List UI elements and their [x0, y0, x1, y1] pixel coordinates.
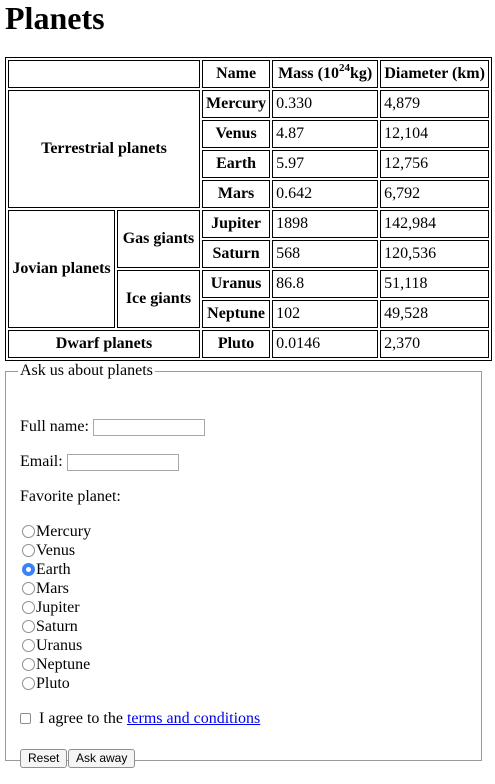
empty-header-cell [8, 60, 200, 88]
planet-name: Mars [202, 180, 271, 208]
radio-option-pluto[interactable]: Pluto [22, 674, 70, 693]
planet-diameter: 51,118 [380, 270, 490, 298]
radio-button[interactable] [22, 658, 35, 671]
agree-label: I agree to the [39, 710, 127, 727]
reset-button[interactable]: Reset [20, 749, 68, 768]
header-name: Name [202, 60, 271, 88]
radio-label[interactable]: Pluto [36, 675, 70, 692]
radio-option-mercury[interactable]: Mercury [22, 522, 91, 541]
group-dwarf: Dwarf planets [8, 330, 200, 358]
form-legend: Ask us about planets [20, 362, 153, 379]
planet-name: Uranus [202, 270, 271, 298]
radio-button[interactable] [22, 620, 35, 633]
group-gas-giants: Gas giants [117, 210, 200, 268]
radio-button[interactable] [22, 639, 35, 652]
planet-diameter: 12,104 [380, 120, 490, 148]
radio-button[interactable] [22, 525, 35, 538]
ask-form: Ask us about planets Full name: Email: F… [5, 362, 482, 768]
header-mass-exponent: 24 [338, 62, 350, 74]
radio-button[interactable] [22, 563, 35, 576]
radio-button[interactable] [22, 601, 35, 614]
planet-mass: 1898 [272, 210, 379, 238]
radio-option-jupiter[interactable]: Jupiter [22, 598, 80, 617]
favorite-planet-label: Favorite planet: [20, 488, 121, 505]
planet-name: Jupiter [202, 210, 271, 238]
planet-name: Mercury [202, 90, 271, 118]
table-row: Saturn 568 120,536 [8, 240, 490, 268]
ask-away-button[interactable]: Ask away [68, 749, 136, 768]
header-mass-prefix: Mass (10 [278, 65, 339, 82]
email-row: Email: [20, 453, 179, 471]
planet-mass: 568 [272, 240, 379, 268]
radio-label[interactable]: Venus [36, 542, 76, 559]
planets-table: Name Mass (1024kg) Diameter (km) Terrest… [5, 57, 493, 361]
radio-label[interactable]: Saturn [36, 618, 78, 635]
planet-mass: 4.87 [272, 120, 379, 148]
planet-diameter: 49,528 [380, 300, 490, 328]
planet-name: Pluto [202, 330, 271, 358]
table-row: Dwarf planets Pluto 0.0146 2,370 [8, 330, 490, 358]
radio-option-neptune[interactable]: Neptune [22, 655, 90, 674]
planet-mass: 5.97 [272, 150, 379, 178]
header-mass-suffix: kg) [349, 65, 373, 82]
table-row: Ice giants Uranus 86.8 51,118 [8, 270, 490, 328]
table-row: Neptune 102 49,528 [8, 300, 490, 328]
planet-diameter: 2,370 [380, 330, 490, 358]
table-row: Jovian planets Gas giants Jupiter 1898 1… [8, 210, 490, 328]
table-row: Terrestrial planets Mercury 0.330 4,879 [8, 90, 490, 208]
radio-label[interactable]: Mars [36, 580, 69, 597]
full-name-label: Full name: [20, 418, 89, 435]
terms-link[interactable]: terms and conditions [126, 710, 261, 727]
planet-mass: 0.330 [272, 90, 379, 118]
table-row: Venus 4.87 12,104 [8, 120, 490, 148]
group-jovian: Jovian planets [8, 210, 115, 328]
email-label: Email: [20, 453, 63, 470]
radio-button[interactable] [22, 582, 35, 595]
radio-button[interactable] [22, 544, 35, 557]
radio-option-venus[interactable]: Venus [22, 541, 75, 560]
radio-option-earth[interactable]: Earth [22, 560, 71, 579]
planet-mass: 86.8 [272, 270, 379, 298]
planet-diameter: 4,879 [380, 90, 490, 118]
planet-name: Venus [202, 120, 271, 148]
email-input[interactable] [66, 453, 179, 471]
radio-option-saturn[interactable]: Saturn [22, 617, 78, 636]
header-diameter: Diameter (km) [380, 60, 490, 88]
planet-mass: 102 [272, 300, 379, 328]
planet-diameter: 120,536 [380, 240, 490, 268]
table-row: Mars 0.642 6,792 [8, 180, 490, 208]
radio-button[interactable] [22, 677, 35, 690]
group-terrestrial: Terrestrial planets [8, 90, 200, 208]
planet-mass: 0.0146 [272, 330, 379, 358]
planet-diameter: 142,984 [380, 210, 490, 238]
table-header-row: Name Mass (1024kg) Diameter (km) [8, 60, 490, 88]
page-title: Planets [5, 0, 105, 36]
full-name-row: Full name: [20, 418, 205, 436]
planet-mass: 0.642 [272, 180, 379, 208]
radio-label[interactable]: Uranus [36, 637, 83, 654]
radio-label[interactable]: Jupiter [36, 599, 80, 616]
planet-diameter: 6,792 [380, 180, 490, 208]
radio-option-mars[interactable]: Mars [22, 579, 69, 598]
planet-diameter: 12,756 [380, 150, 490, 178]
radio-label[interactable]: Mercury [36, 523, 92, 540]
agree-checkbox[interactable] [20, 713, 31, 724]
agree-row: I agree to the terms and conditions [20, 710, 260, 728]
group-ice-giants: Ice giants [117, 270, 200, 328]
radio-label[interactable]: Earth [36, 561, 71, 578]
header-mass: Mass (1024kg) [272, 60, 379, 88]
radio-option-uranus[interactable]: Uranus [22, 636, 82, 655]
planet-name: Neptune [202, 300, 271, 328]
radio-label[interactable]: Neptune [36, 656, 91, 673]
full-name-input[interactable] [92, 418, 205, 436]
planet-name: Earth [202, 150, 271, 178]
table-row: Earth 5.97 12,756 [8, 150, 490, 178]
planet-name: Saturn [202, 240, 271, 268]
